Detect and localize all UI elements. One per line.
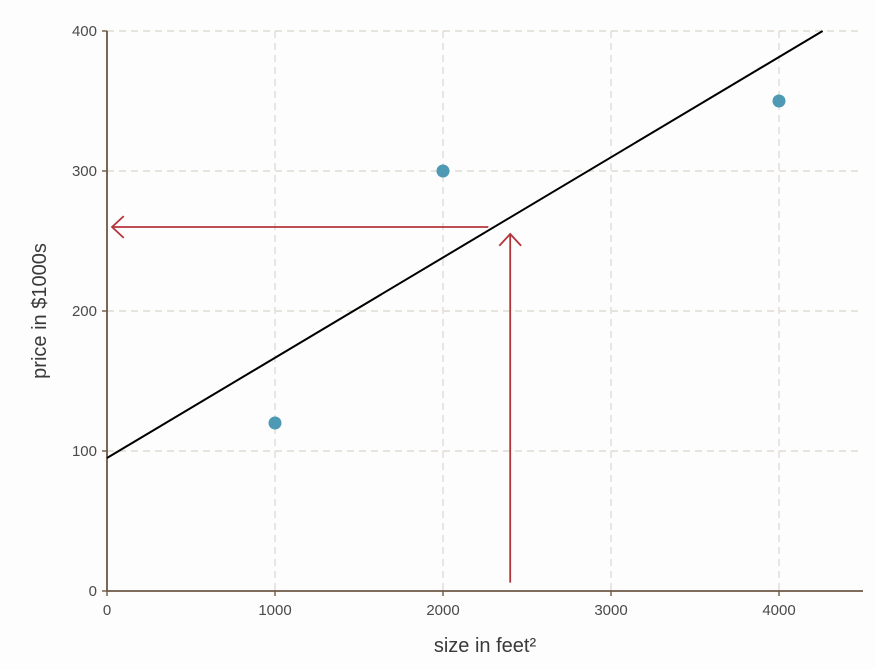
grid-lines: [107, 30, 863, 591]
x-axis-label: size in feet²: [434, 635, 537, 657]
data-point: [436, 164, 450, 178]
regression-line: [106, 30, 824, 459]
data-point: [772, 94, 786, 108]
x-tick-label: 3000: [594, 602, 627, 619]
y-tick-label: 200: [72, 303, 97, 320]
data-points: [268, 94, 786, 430]
y-tick-label: 100: [72, 443, 97, 460]
data-point: [268, 416, 282, 430]
regression-line: [106, 30, 824, 459]
arrows: [110, 215, 522, 583]
y-tick-label: 0: [89, 583, 97, 600]
y-axis-label: price in $1000s: [29, 243, 51, 379]
arrow-head: [110, 215, 125, 239]
x-tick-label: 0: [103, 602, 111, 619]
axes: 0 1000 2000 3000 4000 0 100 200 300 400: [72, 23, 863, 619]
x-tick-label: 1000: [258, 602, 291, 619]
x-tick-label: 2000: [426, 602, 459, 619]
x-tick-label: 4000: [762, 602, 795, 619]
y-tick-label: 300: [72, 163, 97, 180]
y-tick-label: 400: [72, 23, 97, 40]
arrow-head: [498, 232, 522, 247]
